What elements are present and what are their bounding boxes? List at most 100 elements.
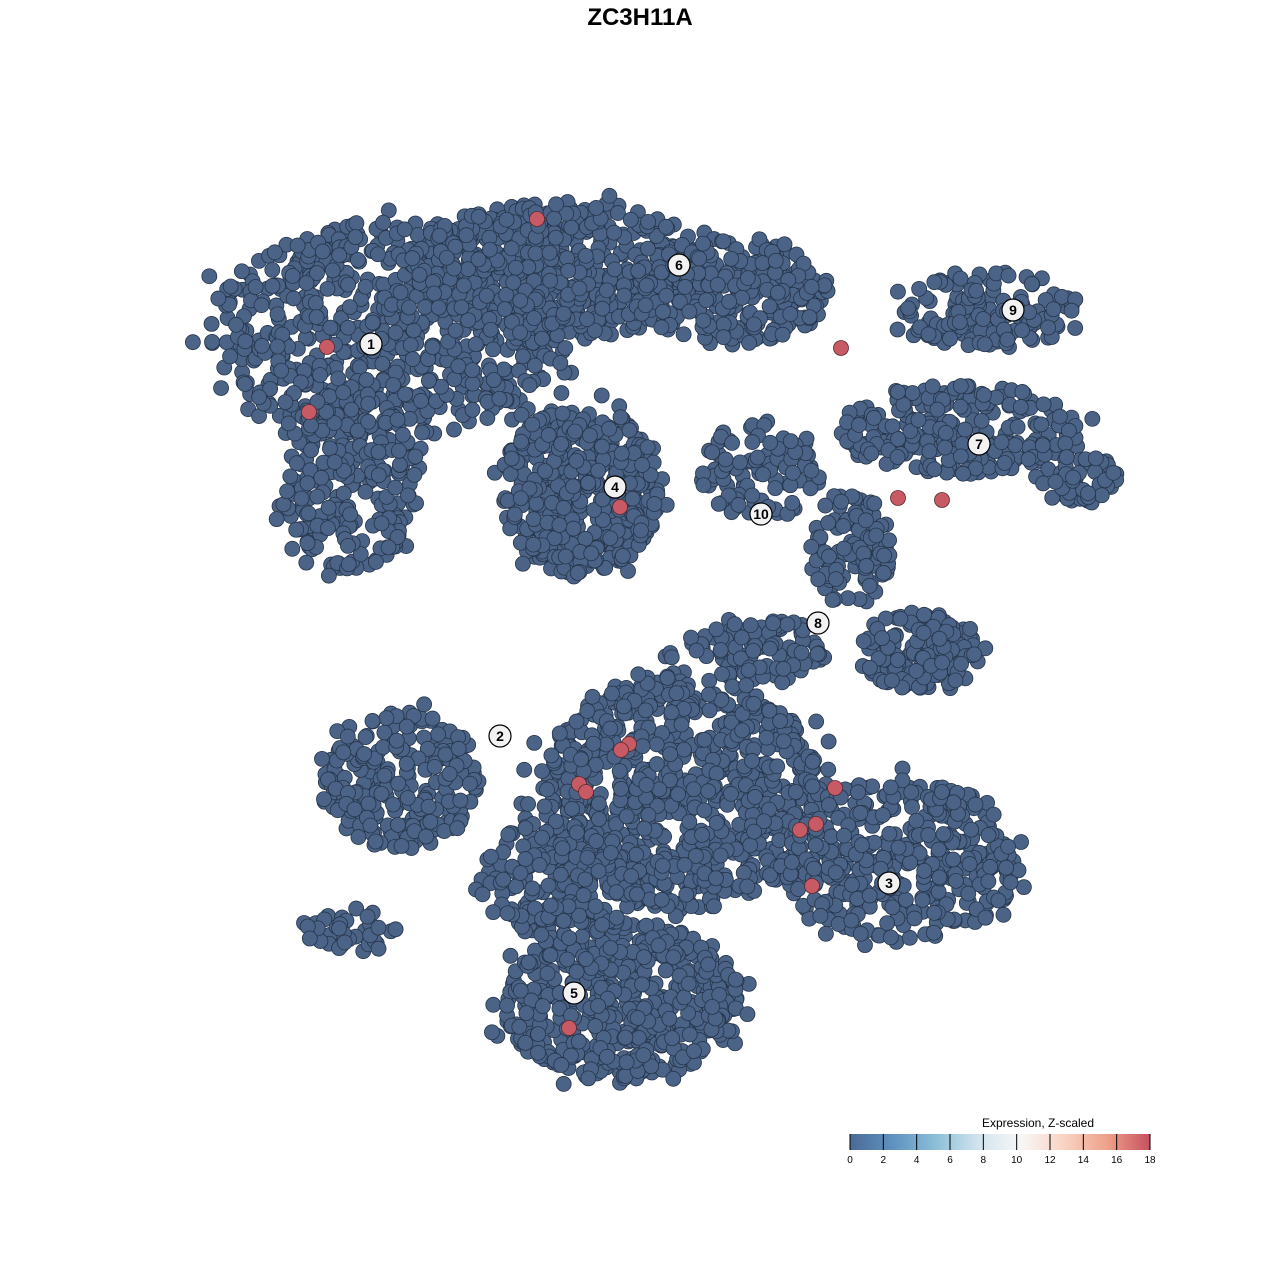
scatter-point: [993, 434, 1010, 451]
scatter-point: [590, 462, 607, 479]
scatter-point: [362, 817, 379, 834]
scatter-point: [401, 299, 417, 316]
scatter-point: [767, 252, 784, 269]
scatter-point: [398, 755, 415, 772]
scatter-point: [606, 261, 623, 278]
scatter-point: [839, 590, 856, 607]
scatter-point: [809, 645, 826, 662]
scatter-point: [653, 891, 670, 908]
scatter-point: [588, 199, 605, 216]
scatter-point: [999, 331, 1016, 348]
scatter-point: [1040, 319, 1057, 336]
scatter-point: [387, 479, 404, 496]
scatter-point: [340, 537, 356, 554]
scatter-point: [1000, 267, 1017, 284]
scatter-point: [438, 249, 455, 266]
scatter-point: [745, 642, 762, 659]
scatter-point: [968, 282, 985, 299]
scatter-point: [676, 857, 693, 873]
scatter-point: [307, 295, 324, 312]
scatter-point: [721, 293, 738, 310]
scatter-point: [320, 567, 337, 584]
scatter-point: [604, 685, 620, 702]
scatter-point: [701, 672, 718, 689]
scatter-point: [717, 451, 734, 468]
scatter-point: [380, 539, 397, 556]
scatter-point: [567, 423, 583, 440]
scatter-point: [741, 334, 757, 351]
scatter-point: [390, 775, 407, 792]
scatter-point: [904, 799, 920, 815]
scatter-point: [833, 493, 850, 510]
scatter-point: [708, 765, 725, 782]
scatter-point: [378, 710, 395, 727]
scatter-point: [441, 765, 458, 782]
scatter-point: [634, 738, 651, 755]
scatter-point: [934, 784, 950, 800]
scatter-point: [583, 545, 600, 562]
scatter-point: [277, 394, 294, 411]
scatter-point: [739, 1006, 756, 1023]
scatter-point: [580, 475, 597, 491]
scatter-point: [784, 464, 801, 481]
scatter-point: [237, 376, 253, 392]
scatter-point: [335, 384, 352, 401]
scatter-point: [639, 240, 656, 257]
scatter-point: [503, 313, 520, 330]
scatter-point: [663, 704, 680, 721]
scatter-point: [662, 746, 679, 763]
scatter-point: [765, 615, 781, 632]
scatter-point: [422, 814, 439, 830]
scatter-point: [514, 348, 531, 365]
scatter-point: [394, 426, 411, 443]
scatter-point: [540, 427, 557, 443]
scatter-point: [268, 511, 285, 528]
scatter-point: [322, 319, 339, 336]
scatter-point: [485, 996, 502, 1013]
scatter-point: [633, 522, 649, 539]
scatter-point: [636, 949, 652, 966]
scatter-point: [392, 284, 409, 301]
scatter-point: [755, 466, 771, 483]
scatter-point: [411, 266, 428, 283]
scatter-point: [861, 659, 878, 676]
scatter-point: [973, 412, 990, 429]
scatter-point: [648, 756, 665, 772]
scatter-point: [681, 303, 698, 320]
scatter-point: [1105, 464, 1122, 481]
scatter-point: [874, 630, 890, 647]
scatter-point: [966, 646, 983, 663]
scatter-point: [934, 654, 951, 671]
scatter-point: [548, 196, 564, 213]
scatter-point: [776, 236, 793, 253]
scatter-point: [222, 278, 239, 295]
scatter-point: [1035, 396, 1052, 413]
scatter-point: [953, 655, 969, 672]
scatter-point: [398, 718, 415, 735]
scatter-point: [803, 538, 820, 555]
scatter-point: [738, 677, 755, 694]
scatter-point: [204, 333, 220, 350]
scatter-point: [507, 259, 524, 276]
scatter-point: [915, 624, 932, 641]
scatter-point: [543, 747, 560, 764]
scatter-point: [503, 450, 520, 467]
scatter-point: [821, 548, 837, 565]
scatter-point: [360, 795, 377, 812]
scatter-point: [467, 336, 484, 353]
scatter-point: [858, 558, 875, 574]
scatter-point: [542, 947, 559, 964]
scatter-point: [688, 642, 705, 659]
scatter-point: [900, 300, 917, 317]
scatter-point: [539, 781, 555, 798]
scatter-point: [930, 841, 947, 858]
scatter-point: [602, 530, 619, 547]
scatter-point: [614, 548, 631, 564]
scatter-point: [639, 439, 656, 456]
scatter-point: [481, 241, 498, 258]
scatter-point: [774, 674, 791, 691]
scatter-point: [536, 798, 553, 815]
scatter-point: [676, 741, 692, 758]
scatter-point: [787, 784, 804, 800]
